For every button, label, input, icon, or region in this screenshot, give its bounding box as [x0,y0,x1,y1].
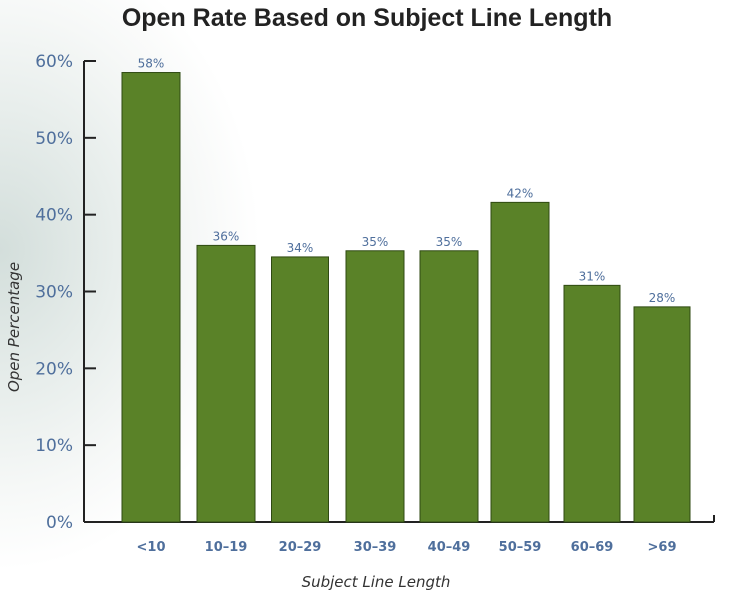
x-tick-label: <10 [137,540,166,555]
bar-data-label: 58% [138,57,165,71]
x-tick-label: 20–29 [279,540,322,555]
x-tick-label: >69 [648,540,677,555]
y-tick-label: 30% [35,283,73,303]
x-tick-label: 10–19 [205,540,248,555]
x-tick-label: 30–39 [354,540,397,555]
x-axis-title: Subject Line Length [302,573,451,591]
bar [490,201,550,523]
bars [121,72,691,523]
bar-data-label: 28% [649,291,676,305]
y-tick-label: 40% [35,206,73,226]
data-labels: 58% 36% 34% 35% 35% 42% 31% 28% [138,57,676,305]
bar [419,250,479,523]
bar-data-label: 35% [362,235,389,249]
y-tick-label: 10% [35,436,73,456]
bar-data-label: 36% [213,229,240,243]
x-tick-label: 50–59 [499,540,542,555]
x-axis: <10 10–19 20–29 30–39 40–49 50–59 60–69 >69 [84,515,715,555]
y-tick-label: 0% [46,513,73,533]
bar [271,256,329,523]
y-axis: 0% 10% 20% 30% 40% 50% 60% [35,52,96,533]
y-tick-label: 60% [35,52,73,72]
bar-data-label: 34% [287,241,314,255]
bar [121,72,181,523]
chart-title: Open Rate Based on Subject Line Length [121,4,613,32]
x-tick-label: 40–49 [428,540,471,555]
bar-data-label: 31% [579,269,606,283]
y-tick-label: 50% [35,129,73,149]
y-axis-title: Open Percentage [5,262,23,392]
bar [563,284,621,523]
bar [196,244,256,523]
bar [345,250,405,523]
bar [633,306,691,523]
y-tick-label: 20% [35,359,73,379]
x-tick-label: 60–69 [571,540,614,555]
bar-data-label: 42% [507,186,534,200]
bar-data-label: 35% [436,235,463,249]
